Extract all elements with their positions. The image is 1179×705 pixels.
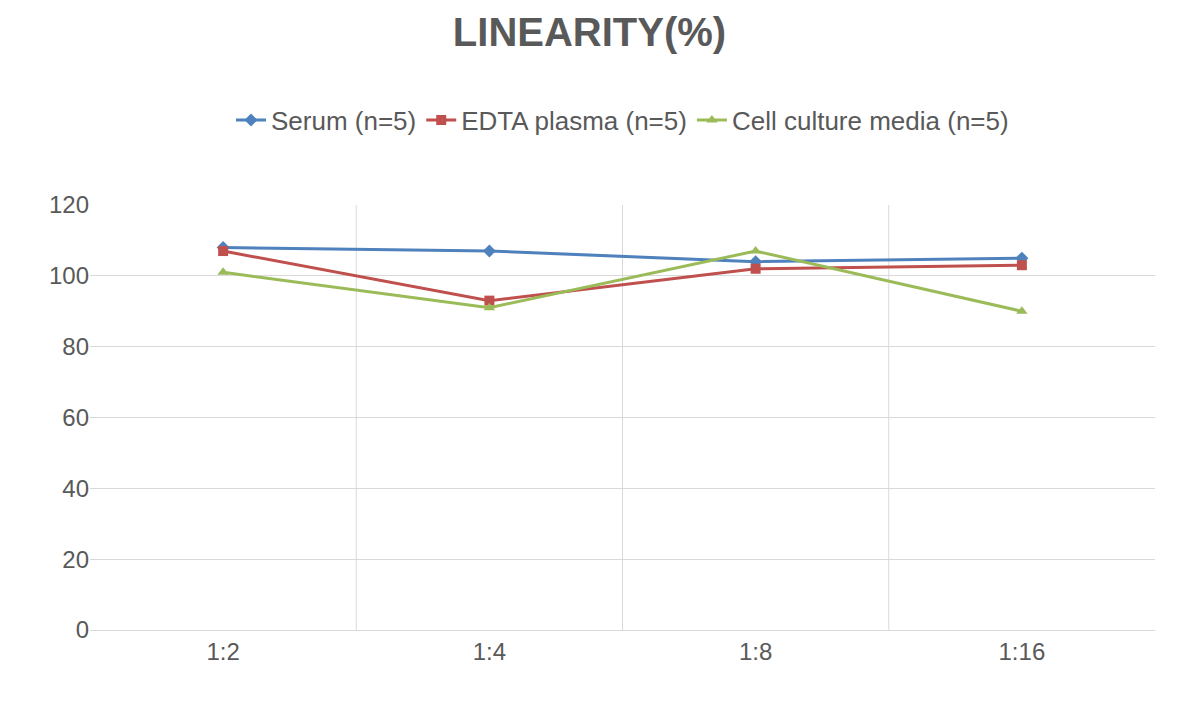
svg-text:80: 80	[62, 333, 89, 360]
svg-text:LINEARITY(%): LINEARITY(%)	[453, 10, 726, 54]
svg-text:Cell culture media (n=5): Cell culture media (n=5)	[732, 106, 1009, 136]
svg-text:1:2: 1:2	[206, 638, 239, 665]
svg-text:120: 120	[49, 191, 89, 218]
svg-text:EDTA plasma (n=5): EDTA plasma (n=5)	[461, 106, 687, 136]
svg-text:40: 40	[62, 475, 89, 502]
svg-text:100: 100	[49, 262, 89, 289]
svg-text:60: 60	[62, 404, 89, 431]
svg-text:1:16: 1:16	[999, 638, 1046, 665]
svg-text:20: 20	[62, 546, 89, 573]
svg-text:1:4: 1:4	[473, 638, 506, 665]
svg-text:1:8: 1:8	[739, 638, 772, 665]
svg-text:Serum (n=5): Serum (n=5)	[271, 106, 416, 136]
svg-text:0: 0	[76, 616, 89, 643]
